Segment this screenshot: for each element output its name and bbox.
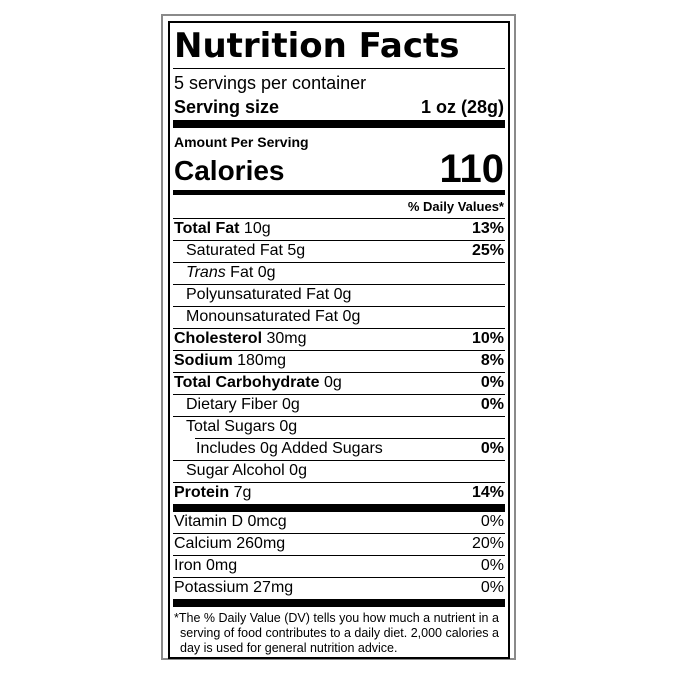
nutrient-row: Sugar Alcohol 0g xyxy=(173,460,505,482)
nutrient-row: Monounsaturated Fat 0g xyxy=(173,306,505,328)
footnote-line: serving of food contributes to a daily d… xyxy=(180,626,499,640)
nutrient-daily-value: 14% xyxy=(471,484,504,501)
nutrient-daily-value: 10% xyxy=(471,330,504,347)
nutrient-rows-list: Total Fat 10g 13% Saturated Fat 5g 25% Trans… xyxy=(173,218,505,504)
nutrient-name: Monounsaturated Fat 0g xyxy=(186,308,361,325)
serving-size-row: Serving size 1 oz (28g) xyxy=(173,95,505,120)
thick-divider-middle xyxy=(173,504,505,512)
nutrient-daily-value: 0% xyxy=(480,396,504,413)
footnote-line: *The % Daily Value (DV) tells you how mu… xyxy=(174,611,499,625)
amount-per-serving-label: Amount Per Serving xyxy=(174,134,309,150)
vitamin-name: Potassium 27mg xyxy=(174,579,294,596)
vitamin-name: Vitamin D 0mcg xyxy=(174,513,287,530)
nutrient-name: Total Fat 10g xyxy=(174,220,271,237)
nutrient-row: Trans Fat 0g xyxy=(173,262,505,284)
thick-divider-bottom xyxy=(173,599,505,607)
vitamin-row: Calcium 260mg 20% xyxy=(173,533,505,555)
vitamin-name: Calcium 260mg xyxy=(174,535,286,552)
vitamin-row: Vitamin D 0mcg 0% xyxy=(173,512,505,533)
nutrient-daily-value: 13% xyxy=(471,220,504,237)
vitamin-rows-list: Vitamin D 0mcg 0% Calcium 260mg 20% Iron 0mg… xyxy=(173,512,505,599)
nutrient-row: Includes 0g Added Sugars 0% xyxy=(195,438,505,460)
footnote-line: day is used for general nutrition advice… xyxy=(180,641,398,655)
servings-per-container: 5 servings per container xyxy=(174,73,367,93)
nutrient-daily-value: 8% xyxy=(480,352,504,369)
vitamin-name: Iron 0mg xyxy=(174,557,238,574)
nutrient-name: Includes 0g Added Sugars xyxy=(196,440,383,457)
calories-value: 110 xyxy=(439,147,504,191)
nutrient-daily-value: 0% xyxy=(480,374,504,391)
nutrient-row: Sodium 180mg 8% xyxy=(173,350,505,372)
nutrient-name: Sugar Alcohol 0g xyxy=(186,462,307,479)
nutrient-name: Total Carbohydrate 0g xyxy=(174,374,342,391)
nutrient-name: Sodium 180mg xyxy=(174,352,287,369)
vitamin-row: Potassium 27mg 0% xyxy=(173,577,505,599)
nutrient-name: Saturated Fat 5g xyxy=(186,242,306,259)
footnote: *The % Daily Value (DV) tells you how mu… xyxy=(173,607,505,656)
nutrition-facts-label: Nutrition Facts 5 servings per container… xyxy=(168,21,510,659)
nutrient-daily-value: 0% xyxy=(480,440,504,457)
thick-divider-top xyxy=(173,120,505,128)
nutrient-name: Protein 7g xyxy=(174,484,252,501)
calories-row: Calories 110 xyxy=(173,147,505,191)
vitamin-daily-value: 0% xyxy=(480,557,504,574)
calories-label: Calories xyxy=(174,155,285,186)
nutrient-row: Total Carbohydrate 0g 0% xyxy=(173,372,505,394)
nutrient-daily-value: 25% xyxy=(471,242,504,259)
daily-value-header: % Daily Values* xyxy=(407,199,504,214)
label-title: Nutrition Facts xyxy=(173,25,505,69)
nutrient-name: Trans Fat 0g xyxy=(186,264,276,281)
nutrient-name: Polyunsaturated Fat 0g xyxy=(186,286,352,303)
nutrient-row: Dietary Fiber 0g 0% xyxy=(173,394,505,416)
vitamin-daily-value: 0% xyxy=(480,513,504,530)
vitamin-row: Iron 0mg 0% xyxy=(173,555,505,577)
serving-size-value: 1 oz (28g) xyxy=(420,97,504,117)
vitamin-daily-value: 0% xyxy=(480,579,504,596)
nutrient-row: Total Sugars 0g xyxy=(173,416,505,438)
serving-size-label: Serving size xyxy=(174,97,280,117)
nutrient-row: Total Fat 10g 13% xyxy=(173,218,505,240)
medium-divider xyxy=(173,190,505,195)
nutrient-row: Cholesterol 30mg 10% xyxy=(173,328,505,350)
nutrient-name: Total Sugars 0g xyxy=(186,418,298,435)
outer-gray-frame xyxy=(161,14,516,660)
nutrient-name: Dietary Fiber 0g xyxy=(186,396,300,413)
nutrient-name: Cholesterol 30mg xyxy=(174,330,307,347)
nutrient-row: Polyunsaturated Fat 0g xyxy=(173,284,505,306)
vitamin-daily-value: 20% xyxy=(471,535,504,552)
nutrient-row: Saturated Fat 5g 25% xyxy=(173,240,505,262)
nutrient-row: Protein 7g 14% xyxy=(173,482,505,504)
